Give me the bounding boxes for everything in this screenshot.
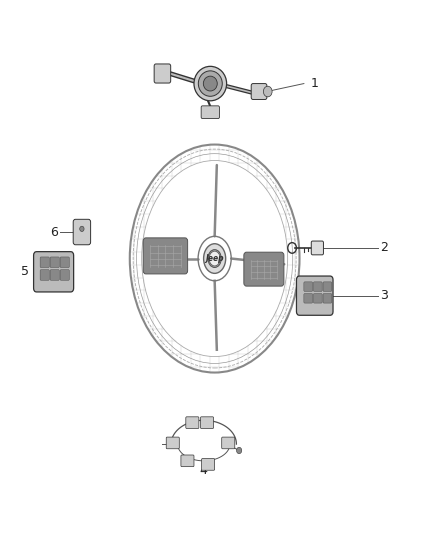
FancyBboxPatch shape xyxy=(40,270,49,280)
FancyBboxPatch shape xyxy=(314,282,322,292)
Text: 2: 2 xyxy=(381,241,389,254)
Text: 6: 6 xyxy=(49,225,57,239)
FancyBboxPatch shape xyxy=(60,270,69,280)
Text: Jeep: Jeep xyxy=(205,254,224,263)
FancyBboxPatch shape xyxy=(50,270,59,280)
Ellipse shape xyxy=(194,66,226,101)
Ellipse shape xyxy=(204,244,226,273)
Text: 5: 5 xyxy=(21,265,29,278)
FancyBboxPatch shape xyxy=(154,64,171,83)
FancyBboxPatch shape xyxy=(73,219,91,245)
FancyBboxPatch shape xyxy=(40,257,49,268)
FancyBboxPatch shape xyxy=(251,84,267,100)
FancyBboxPatch shape xyxy=(50,257,59,268)
Ellipse shape xyxy=(208,249,221,268)
FancyBboxPatch shape xyxy=(304,294,313,303)
Text: 1: 1 xyxy=(311,77,319,90)
FancyBboxPatch shape xyxy=(311,241,323,255)
FancyBboxPatch shape xyxy=(201,417,214,429)
Ellipse shape xyxy=(209,251,220,266)
FancyBboxPatch shape xyxy=(34,252,74,292)
FancyBboxPatch shape xyxy=(297,276,333,316)
Ellipse shape xyxy=(203,76,217,91)
Circle shape xyxy=(263,86,272,97)
FancyBboxPatch shape xyxy=(314,294,322,303)
FancyBboxPatch shape xyxy=(60,257,69,268)
FancyBboxPatch shape xyxy=(186,417,199,429)
FancyBboxPatch shape xyxy=(166,437,179,449)
FancyBboxPatch shape xyxy=(222,437,235,449)
FancyBboxPatch shape xyxy=(304,282,313,292)
FancyBboxPatch shape xyxy=(323,294,332,303)
FancyBboxPatch shape xyxy=(143,238,187,274)
FancyBboxPatch shape xyxy=(181,455,194,467)
FancyBboxPatch shape xyxy=(323,282,332,292)
Text: 4: 4 xyxy=(200,464,208,477)
FancyBboxPatch shape xyxy=(244,252,284,286)
Ellipse shape xyxy=(198,71,222,96)
Text: 3: 3 xyxy=(381,289,389,302)
Circle shape xyxy=(237,447,242,454)
Circle shape xyxy=(80,226,84,231)
FancyBboxPatch shape xyxy=(201,106,219,118)
FancyBboxPatch shape xyxy=(201,458,215,470)
